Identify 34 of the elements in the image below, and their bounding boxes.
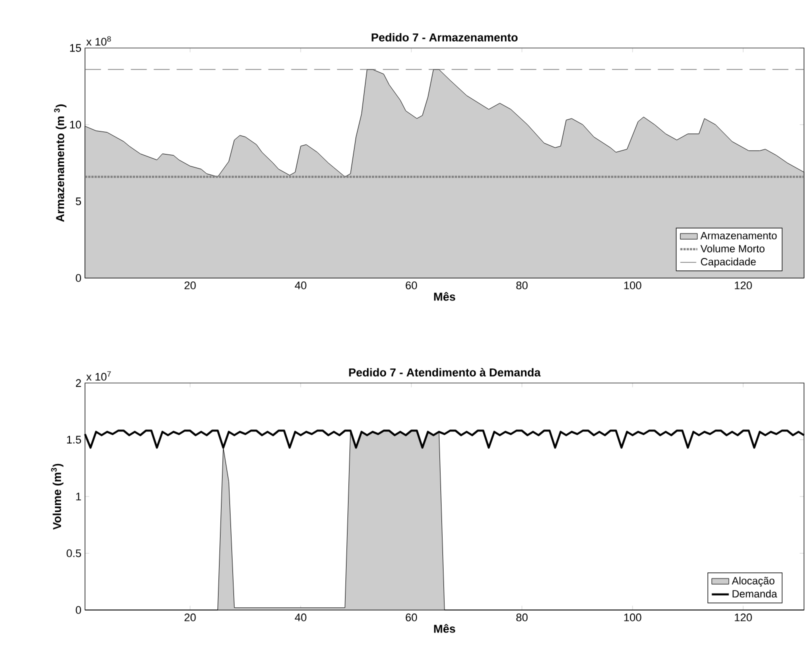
y-axis-title: Armazenamento (m $^{3}$): [54, 104, 66, 222]
x-tick-label: 100: [624, 614, 642, 622]
legend-label: Capacidade: [700, 258, 756, 268]
x-tick-label: 120: [734, 282, 752, 290]
x-tick-label: 60: [406, 614, 417, 622]
text: x 10$^{8}$: [86, 36, 111, 46]
text: x 10$^{7}$: [86, 371, 111, 381]
x-tick-label: 120: [734, 614, 752, 622]
chart-title: Pedido 7 - Armazenamento: [372, 33, 518, 42]
x-tick-label: 80: [516, 614, 528, 622]
y-tick-label: 10: [70, 120, 82, 129]
x-tick-label: 20: [184, 614, 196, 622]
x-tick-label: 20: [184, 282, 196, 290]
y-tick-label: 0: [76, 606, 82, 614]
y-tick-label: 15: [70, 44, 82, 52]
legend-label: Alocação: [732, 576, 774, 587]
legend-label: Demanda: [732, 590, 778, 598]
x-tick-label: 100: [624, 282, 642, 290]
legend-label: Volume Morto: [700, 244, 764, 252]
chart-title: Pedido 7 - Atendimento à Demanda: [349, 368, 541, 376]
y-tick-label: 1: [76, 492, 81, 500]
x-axis-title: Mês: [434, 624, 456, 633]
x-tick-label: 60: [406, 282, 417, 290]
x-tick-label: 40: [294, 614, 306, 622]
y-tick-label: 0.5: [66, 549, 82, 558]
y-tick-label: 0: [76, 274, 82, 282]
series-label: Armazenamento: [700, 232, 777, 240]
x-tick-label: 40: [294, 282, 306, 290]
y-tick-label: 2: [76, 379, 81, 387]
y-tick-label: 5: [76, 198, 82, 206]
y-tick-label: 1.5: [67, 436, 82, 444]
y-axis-title: Volume (m$^{3}$): [51, 464, 64, 530]
x-tick-label: 80: [516, 282, 528, 290]
x-axis-title: Mês: [434, 292, 456, 301]
